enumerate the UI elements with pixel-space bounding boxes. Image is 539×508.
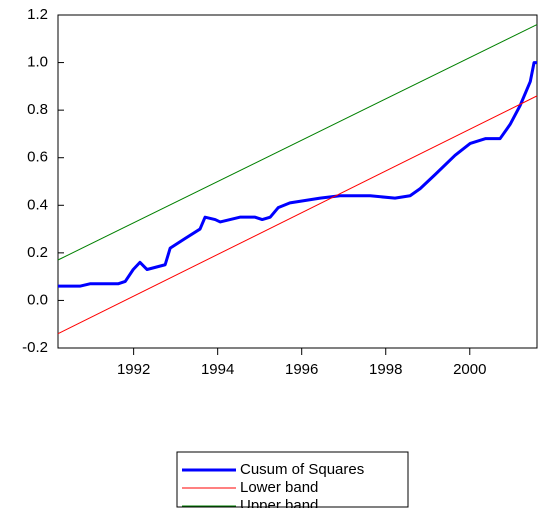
y-tick-label: 0.0 [27, 291, 48, 308]
y-tick-label: 0.8 [27, 101, 48, 118]
x-tick-label: 1994 [201, 361, 234, 378]
plot-frame [57, 14, 538, 349]
series-line [58, 61, 537, 288]
y-tick-label: 0.6 [27, 149, 48, 166]
series-line [57, 24, 538, 261]
x-tick-label: 2000 [453, 361, 486, 378]
legend-label: Cusum of Squares [240, 461, 364, 478]
y-tick-label: -0.2 [22, 339, 48, 356]
y-tick-label: 0.2 [27, 244, 48, 261]
y-tick-label: 1.2 [27, 6, 48, 23]
series-line [57, 95, 538, 335]
legend-label: Lower band [240, 479, 318, 496]
x-tick-label: 1992 [117, 361, 150, 378]
legend-box [176, 451, 409, 508]
x-tick-label: 1996 [285, 361, 318, 378]
legend-label: Upper band [240, 497, 318, 508]
y-tick-label: 0.4 [27, 196, 48, 213]
y-tick-label: 1.0 [27, 54, 48, 71]
x-tick-label: 1998 [369, 361, 402, 378]
